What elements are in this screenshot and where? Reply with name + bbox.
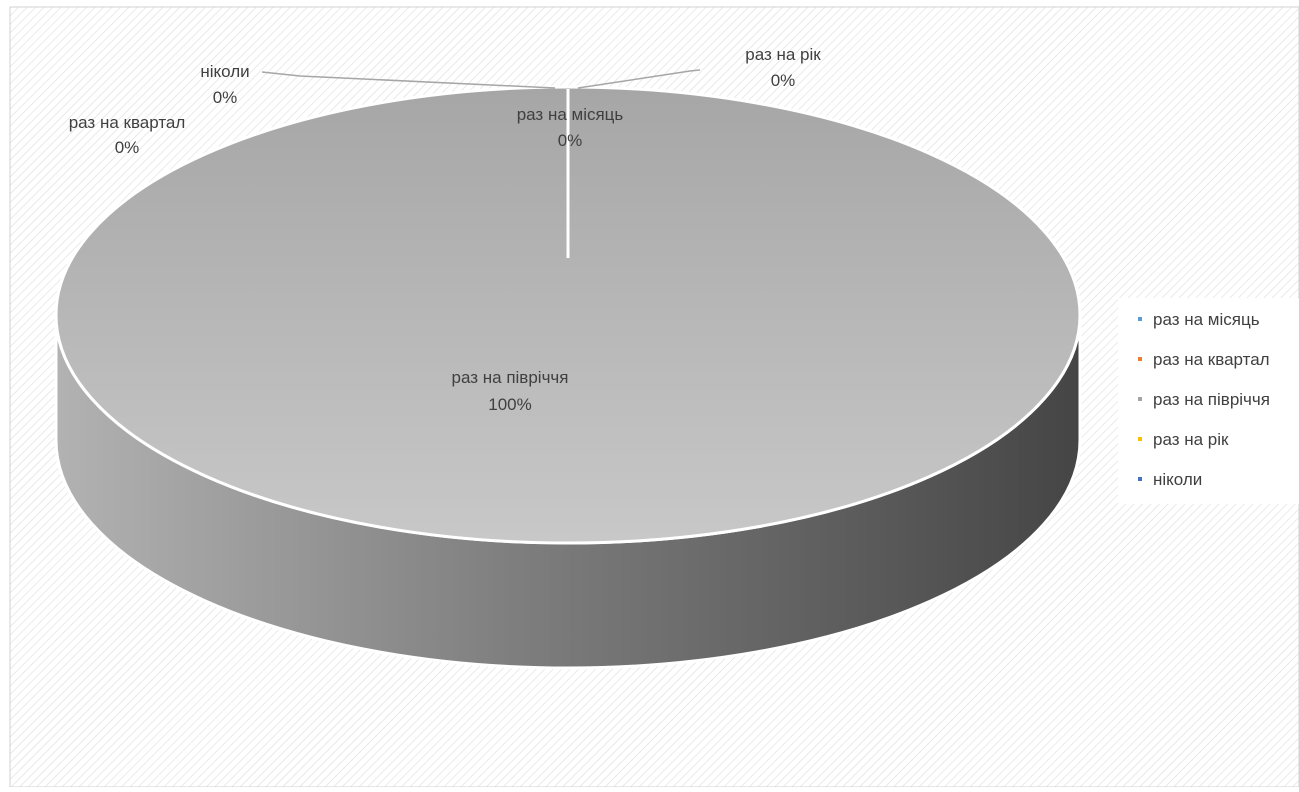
data-label-category: раз на квартал — [69, 113, 186, 132]
legend-entry: раз на рік — [1138, 430, 1229, 449]
legend-marker — [1138, 437, 1142, 441]
legend-entry: раз на місяць — [1138, 310, 1260, 329]
legend-marker — [1138, 397, 1142, 401]
legend-label: раз на квартал — [1153, 350, 1270, 369]
data-label-category: раз на рік — [745, 45, 821, 64]
data-label-value: 100% — [488, 395, 531, 414]
legend-entry: раз на півріччя — [1138, 390, 1270, 409]
data-label-раз-на-півріччя: раз на півріччя 100% — [452, 368, 569, 414]
legend-label: ніколи — [1153, 470, 1202, 489]
legend-entry: раз на квартал — [1138, 350, 1270, 369]
leader-line-раз-на-рік — [577, 69, 701, 89]
data-label-category: ніколи — [200, 62, 249, 81]
legend-label: раз на місяць — [1153, 310, 1260, 329]
data-label-value: 0% — [558, 131, 583, 150]
data-label-value: 0% — [213, 88, 238, 107]
legend-marker — [1138, 317, 1142, 321]
legend-marker — [1138, 477, 1142, 481]
legend-box — [1118, 298, 1299, 504]
leader-line-николи — [261, 71, 556, 89]
pie-slice-раз-на-півріччя — [54, 85, 1082, 545]
data-label-value: 0% — [115, 138, 140, 157]
data-label-value: 0% — [771, 71, 796, 90]
legend-entry: ніколи — [1138, 470, 1202, 489]
data-label-ніколи: ніколи 0% — [200, 62, 249, 107]
data-label-category: раз на півріччя — [452, 368, 569, 387]
data-label-раз-на-рік: раз на рік 0% — [745, 45, 821, 90]
data-label-раз-на-квартал: раз на квартал 0% — [69, 113, 186, 157]
data-label-раз-на-місяць: раз на місяць 0% — [517, 105, 624, 150]
legend-label: раз на півріччя — [1153, 390, 1270, 409]
legend-label: раз на рік — [1153, 430, 1229, 449]
data-label-category: раз на місяць — [517, 105, 624, 124]
legend-marker — [1138, 357, 1142, 361]
